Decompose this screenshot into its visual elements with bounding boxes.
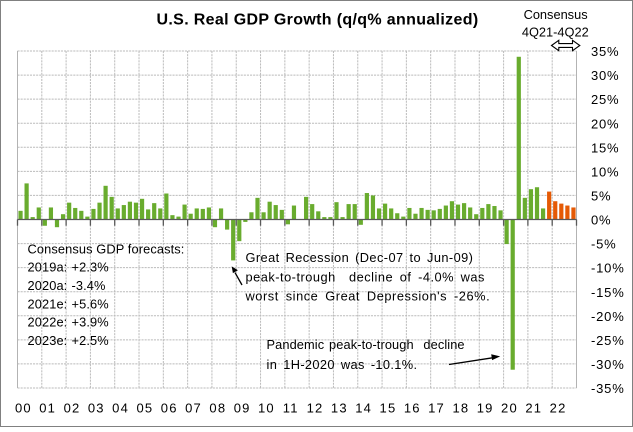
svg-text:09: 09 — [234, 401, 251, 416]
svg-text:2023e:: 2023e: — [28, 333, 68, 348]
svg-text:02: 02 — [64, 401, 81, 416]
svg-text:Great Recession (Dec-07 to Jun: Great Recession (Dec-07 to Jun-09) — [246, 250, 474, 265]
svg-text:U.S. Real GDP Growth (q/q% ann: U.S. Real GDP Growth (q/q% annualized) — [157, 12, 479, 29]
svg-text:+2.3%: +2.3% — [72, 260, 109, 275]
svg-text:00: 00 — [15, 401, 32, 416]
svg-text:+5.6%: +5.6% — [72, 296, 109, 311]
svg-text:-30%: -30% — [591, 357, 625, 372]
svg-text:15: 15 — [380, 401, 397, 416]
svg-text:-10%: -10% — [591, 261, 625, 276]
svg-text:2022e:: 2022e: — [28, 315, 68, 330]
svg-text:01: 01 — [39, 401, 56, 416]
svg-text:-3.4%: -3.4% — [72, 278, 106, 293]
svg-text:worst since Great Depression's: worst since Great Depression's -26%. — [245, 289, 491, 304]
svg-text:10%: 10% — [591, 164, 619, 179]
svg-text:21: 21 — [525, 401, 542, 416]
svg-text:06: 06 — [161, 401, 178, 416]
svg-text:Pandemic peak-to-trough decli: Pandemic peak-to-trough decline — [267, 337, 465, 352]
svg-text:04: 04 — [112, 401, 129, 416]
svg-text:4Q21-4Q22: 4Q21-4Q22 — [522, 24, 589, 39]
svg-text:10: 10 — [258, 401, 275, 416]
svg-text:in 1H-2020 was -10.1%.: in 1H-2020 was -10.1%. — [267, 357, 418, 372]
svg-text:30%: 30% — [591, 68, 619, 83]
svg-text:13: 13 — [331, 401, 348, 416]
svg-text:25%: 25% — [591, 92, 619, 107]
svg-text:2020a:: 2020a: — [28, 278, 68, 293]
svg-text:-35%: -35% — [591, 381, 625, 396]
svg-text:07: 07 — [185, 401, 202, 416]
svg-text:22: 22 — [550, 401, 567, 416]
svg-text:+2.5%: +2.5% — [72, 333, 109, 348]
svg-text:16: 16 — [404, 401, 421, 416]
svg-text:12: 12 — [307, 401, 324, 416]
svg-text:-5%: -5% — [591, 237, 617, 252]
svg-text:2019a:: 2019a: — [28, 260, 68, 275]
svg-text:08: 08 — [209, 401, 226, 416]
svg-text:35%: 35% — [591, 44, 619, 59]
svg-text:03: 03 — [88, 401, 105, 416]
svg-text:-20%: -20% — [591, 309, 625, 324]
svg-text:14: 14 — [355, 401, 372, 416]
svg-text:Consensus: Consensus — [524, 7, 588, 22]
svg-text:-15%: -15% — [591, 285, 625, 300]
svg-text:-25%: -25% — [591, 333, 625, 348]
svg-text:20%: 20% — [591, 116, 619, 131]
svg-text:11: 11 — [283, 401, 299, 416]
svg-text:peak-to-trough decline of -4.: peak-to-trough decline of -4.0% was — [246, 270, 485, 285]
svg-text:2021e:: 2021e: — [28, 296, 68, 311]
svg-text:Consensus GDP forecasts:: Consensus GDP forecasts: — [28, 241, 185, 256]
svg-text:15%: 15% — [591, 140, 619, 155]
svg-text:0%: 0% — [591, 213, 611, 228]
svg-text:18: 18 — [452, 401, 469, 416]
svg-text:19: 19 — [477, 401, 494, 416]
svg-text:5%: 5% — [591, 189, 611, 204]
svg-text:+3.9%: +3.9% — [72, 315, 109, 330]
svg-text:17: 17 — [428, 401, 445, 416]
svg-text:20: 20 — [501, 401, 518, 416]
svg-text:05: 05 — [136, 401, 153, 416]
